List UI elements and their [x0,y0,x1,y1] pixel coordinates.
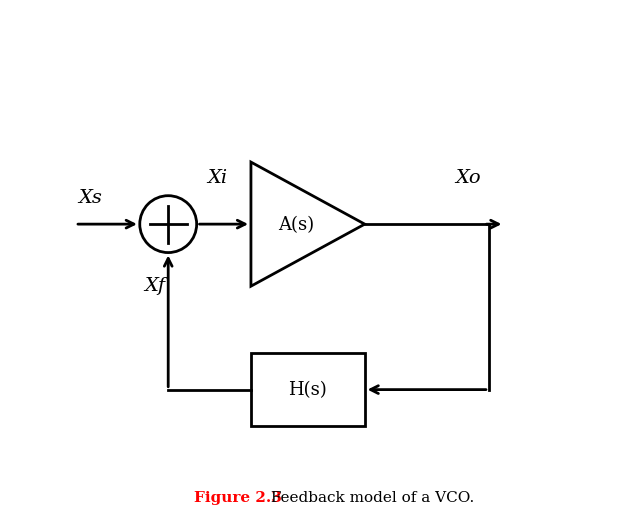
Text: Xo: Xo [455,168,481,186]
Text: Feedback model of a VCO.: Feedback model of a VCO. [267,491,475,505]
Text: A(s): A(s) [279,216,314,234]
Text: Figure 2.3: Figure 2.3 [194,491,282,505]
Text: Xf: Xf [145,277,166,295]
Bar [251,354,365,426]
Text: H(s): H(s) [289,381,327,399]
Text: Xi: Xi [207,168,227,186]
Text: Xs: Xs [79,189,103,207]
